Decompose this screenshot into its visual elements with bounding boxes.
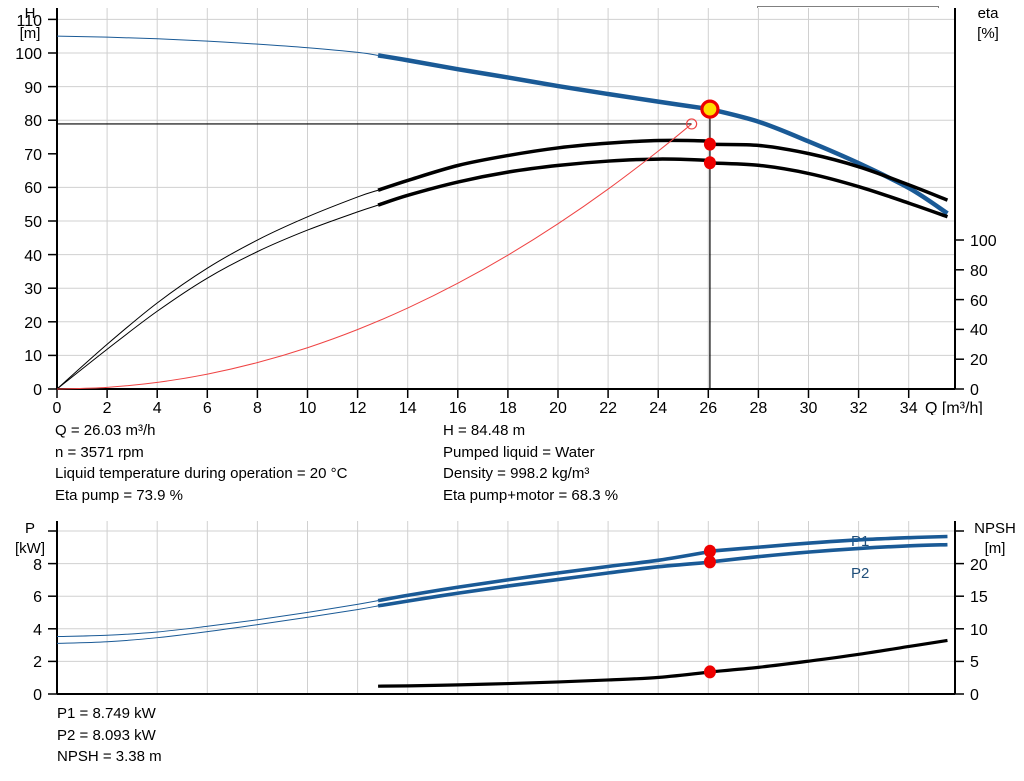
- top-y-right-ticks: [955, 240, 964, 389]
- top-y-right-tick-20: 20: [970, 352, 988, 369]
- bottom-y-right-axis-title-line2: [m]: [985, 540, 1006, 557]
- top-x-ticks: [57, 389, 909, 398]
- top-y-left-tick-70: 70: [24, 147, 42, 164]
- top-y-right-tick-40: 40: [970, 322, 988, 339]
- top-y-right-tick-labels: 0 20 40 60 80 100: [970, 233, 997, 399]
- bottom-y-right-tick-20: 20: [970, 557, 988, 574]
- top-y-left-ticks: [48, 19, 57, 389]
- duty-info-left-block: Q = 26.03 m³/h n = 3571 rpm Liquid tempe…: [55, 420, 347, 506]
- top-x-tick-labels: 0 2 4 6 8 10 12 14 16 18 20 22 24 26 28 …: [53, 400, 918, 415]
- top-x-tick-24: 24: [649, 400, 667, 415]
- top-y-left-tick-90: 90: [24, 80, 42, 97]
- bottom-y-right-tick-labels: 0 5 10 15 20: [970, 557, 988, 703]
- bottom-y-right-tick-10: 10: [970, 622, 988, 639]
- top-y-left-tick-20: 20: [24, 315, 42, 332]
- top-x-tick-10: 10: [299, 400, 317, 415]
- top-x-tick-14: 14: [399, 400, 417, 415]
- duty-info-right-3: Eta pump+motor = 68.3 %: [443, 485, 618, 507]
- top-y-right-tick-80: 80: [970, 263, 988, 280]
- duty-info-right-1: Pumped liquid = Water: [443, 442, 618, 464]
- top-y-right-tick-100: 100: [970, 233, 997, 250]
- bottom-y-right-ticks: [955, 531, 964, 694]
- power-info-1: P2 = 8.093 kW: [57, 725, 162, 747]
- top-y-left-tick-0: 0: [33, 382, 42, 399]
- top-y-right-axis-title-line2: [%]: [977, 25, 999, 42]
- duty-point[interactable]: [702, 101, 718, 117]
- top-y-left-tick-80: 80: [24, 113, 42, 130]
- duty-info-right-block: H = 84.48 m Pumped liquid = Water Densit…: [443, 420, 618, 506]
- bottom-plot-background: [57, 521, 955, 694]
- bottom-y-left-tick-0: 0: [33, 687, 42, 703]
- top-x-tick-4: 4: [153, 400, 162, 415]
- power-info-2: NPSH = 3.38 m: [57, 746, 162, 768]
- top-x-tick-30: 30: [800, 400, 818, 415]
- top-y-left-tick-110: 110: [16, 13, 42, 30]
- bottom-y-left-axis-title-line1: P: [25, 520, 35, 537]
- bottom-y-left-ticks: [48, 531, 57, 694]
- duty-info-left-0: Q = 26.03 m³/h: [55, 420, 347, 442]
- top-y-left-tick-10: 10: [24, 348, 42, 365]
- top-x-tick-2: 2: [103, 400, 112, 415]
- top-y-left-tick-labels: 0 10 20 30 40 50 60 70 80 90 100 110: [15, 13, 42, 399]
- bottom-y-left-tick-8: 8: [33, 557, 42, 574]
- top-x-tick-22: 22: [599, 400, 617, 415]
- top-y-left-tick-30: 30: [24, 281, 42, 298]
- top-x-tick-20: 20: [549, 400, 567, 415]
- top-y-left-tick-50: 50: [24, 214, 42, 231]
- bottom-y-right-axis-title-line1: NPSH: [974, 520, 1016, 537]
- npsh-duty-point[interactable]: [704, 665, 716, 678]
- top-x-tick-16: 16: [449, 400, 467, 415]
- bottom-y-left-tick-2: 2: [33, 654, 42, 671]
- bottom-y-right-tick-15: 15: [970, 589, 988, 606]
- top-y-right-axis-title-line1: eta: [978, 5, 1000, 22]
- head-efficiency-chart: H [m] eta [%] 0 10 20 30 40 50 60 70 80 …: [0, 0, 1024, 415]
- eta-pump-motor-point[interactable]: [704, 156, 716, 169]
- bottom-y-left-tick-6: 6: [33, 589, 42, 606]
- top-y-left-tick-100: 100: [15, 46, 42, 63]
- top-y-right-tick-60: 60: [970, 293, 988, 310]
- top-x-tick-32: 32: [850, 400, 868, 415]
- top-y-left-tick-60: 60: [24, 180, 42, 197]
- eta-pump-point[interactable]: [704, 138, 716, 151]
- power-info-0: P1 = 8.749 kW: [57, 703, 162, 725]
- power-npsh-chart: P [kW] NPSH [m] 0 2 4 6 8 0 5 10 15 20 P…: [0, 513, 1024, 703]
- top-x-tick-12: 12: [349, 400, 367, 415]
- duty-info-right-0: H = 84.48 m: [443, 420, 618, 442]
- top-x-tick-0: 0: [53, 400, 62, 415]
- top-x-tick-28: 28: [750, 400, 768, 415]
- top-y-right-tick-0: 0: [970, 382, 979, 399]
- top-x-axis-label: Q [m³/h]: [925, 400, 983, 415]
- duty-info-right-2: Density = 998.2 kg/m³: [443, 463, 618, 485]
- top-x-tick-26: 26: [699, 400, 717, 415]
- bottom-y-right-tick-5: 5: [970, 654, 979, 671]
- power-info-block: P1 = 8.749 kW P2 = 8.093 kW NPSH = 3.38 …: [57, 703, 162, 768]
- duty-info-left-1: n = 3571 rpm: [55, 442, 347, 464]
- top-x-tick-8: 8: [253, 400, 262, 415]
- bottom-y-right-tick-0: 0: [970, 687, 979, 703]
- top-x-tick-18: 18: [499, 400, 517, 415]
- p2-duty-point[interactable]: [704, 555, 716, 568]
- p2-series-label: P2: [851, 565, 869, 582]
- top-x-tick-6: 6: [203, 400, 212, 415]
- top-y-left-tick-40: 40: [24, 248, 42, 265]
- bottom-y-left-tick-4: 4: [33, 622, 42, 639]
- top-plot-background: [57, 8, 955, 389]
- bottom-y-left-tick-labels: 0 2 4 6 8: [33, 557, 42, 703]
- bottom-y-left-axis-title-line2: [kW]: [15, 540, 45, 557]
- pump-curve-page: CR 20-5, 3*480 V, 60Hz: [0, 0, 1024, 781]
- top-x-tick-34: 34: [900, 400, 918, 415]
- duty-info-left-2: Liquid temperature during operation = 20…: [55, 463, 347, 485]
- duty-info-left-3: Eta pump = 73.9 %: [55, 485, 347, 507]
